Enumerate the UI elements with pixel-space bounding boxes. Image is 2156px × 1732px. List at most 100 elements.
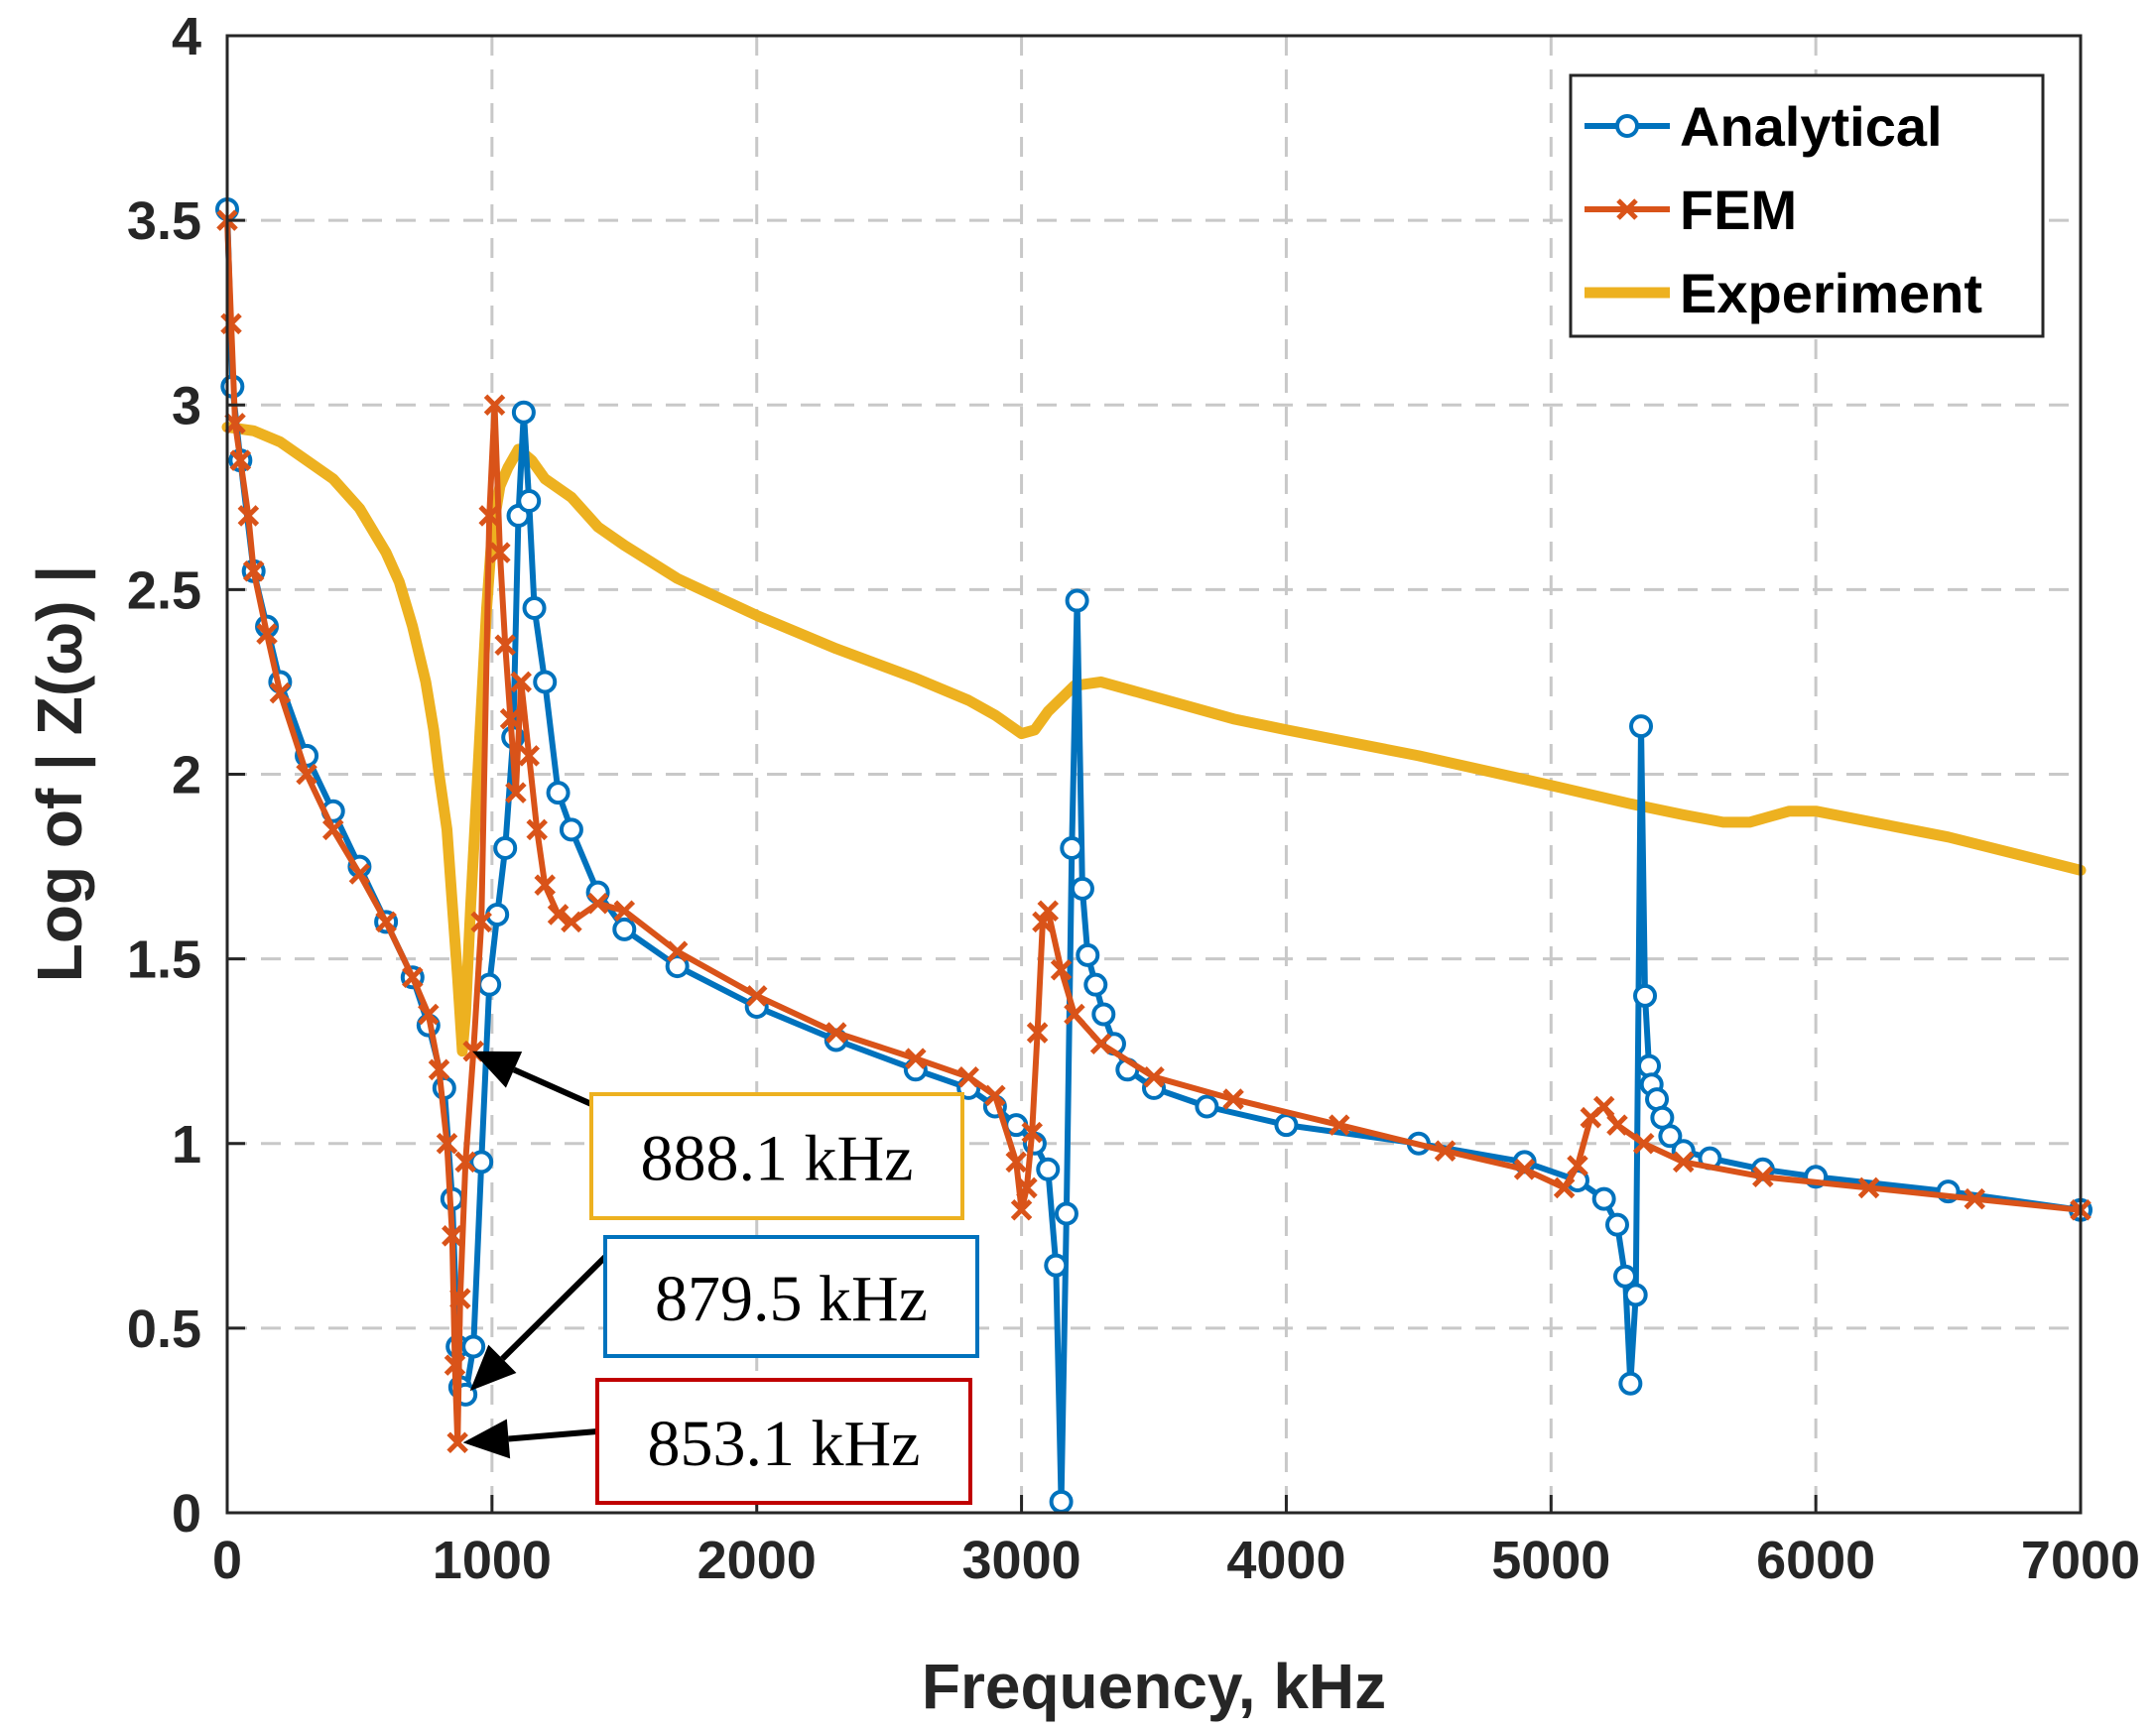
point-analytical-58 xyxy=(1591,1186,1616,1211)
point-analytical-47 xyxy=(1076,942,1100,967)
point-fem-22 xyxy=(470,911,492,933)
point-fem-28 xyxy=(505,782,527,804)
legend-marker-analytical xyxy=(1615,114,1639,138)
point-fem-20 xyxy=(454,1151,476,1174)
point-analytical-43 xyxy=(1054,1201,1078,1226)
legend-label-experiment: Experiment xyxy=(1680,262,1982,324)
point-fem-36 xyxy=(613,900,636,922)
point-analytical-40 xyxy=(1036,1157,1061,1181)
point-analytical-31 xyxy=(612,917,637,941)
point-analytical-44 xyxy=(1060,835,1084,860)
point-analytical-69 xyxy=(1658,1124,1683,1149)
x-tick-label-2: 2000 xyxy=(698,1531,817,1590)
point-fem-37 xyxy=(666,940,689,962)
point-analytical-24 xyxy=(511,400,536,425)
point-fem-46 xyxy=(1021,1121,1044,1144)
point-fem-53 xyxy=(1143,1065,1165,1088)
point-fem-26 xyxy=(494,634,516,656)
x-tick-label-4: 4000 xyxy=(1226,1531,1345,1590)
point-fem-57 xyxy=(1513,1159,1536,1180)
annotation-arrow-shaft-0 xyxy=(512,1066,593,1107)
annotation-arrow-head-1 xyxy=(469,1344,517,1392)
point-fem-45 xyxy=(1016,1176,1038,1199)
point-analytical-25 xyxy=(517,489,542,514)
y-tick-label-2: 1 xyxy=(172,1115,201,1175)
point-analytical-27 xyxy=(533,670,558,694)
point-fem-31 xyxy=(526,818,548,841)
x-tick-label-0: 0 xyxy=(212,1531,242,1590)
point-analytical-49 xyxy=(1091,1002,1116,1027)
annotation-label-1: 879.5 kHz xyxy=(655,1263,928,1335)
point-analytical-32 xyxy=(665,954,690,979)
point-fem-5 xyxy=(242,559,265,582)
tick-labels: 0 1000 2000 3000 4000 5000 6000 7000 0 0.5 1 1.5 2 2.… xyxy=(127,7,2140,1590)
point-fem-12 xyxy=(402,966,424,989)
point-fem-7 xyxy=(269,681,292,704)
point-fem-39 xyxy=(825,1022,847,1044)
point-analytical-61 xyxy=(1618,1371,1643,1396)
point-analytical-45 xyxy=(1065,588,1089,613)
series-experiment xyxy=(221,422,2087,1057)
x-tick-label-3: 3000 xyxy=(962,1531,1081,1590)
y-tick-label-8: 4 xyxy=(172,7,201,66)
point-fem-2 xyxy=(224,413,246,434)
point-fem-6 xyxy=(256,623,278,645)
point-fem-50 xyxy=(1050,959,1073,981)
point-fem-3 xyxy=(229,449,252,471)
point-fem-47 xyxy=(1026,1022,1049,1044)
point-fem-35 xyxy=(586,893,609,915)
point-analytical-42 xyxy=(1049,1489,1074,1514)
point-fem-42 xyxy=(984,1084,1006,1107)
point-analytical-54 xyxy=(1274,1113,1299,1138)
x-tick-label-1: 1000 xyxy=(433,1531,552,1590)
point-fem-52 xyxy=(1089,1033,1112,1055)
point-fem-29 xyxy=(510,671,532,693)
point-analytical-53 xyxy=(1195,1094,1219,1119)
point-fem-55 xyxy=(1329,1114,1350,1136)
y-tick-label-7: 3.5 xyxy=(127,191,201,251)
legend: Analytical FEM Experiment xyxy=(1569,73,2045,338)
annotation-arrow-head-0 xyxy=(471,1051,523,1088)
point-fem-44 xyxy=(1010,1198,1033,1221)
point-fem-48 xyxy=(1032,911,1054,933)
point-fem-61 xyxy=(1592,1095,1615,1118)
x-tick-label-6: 6000 xyxy=(1756,1531,1875,1590)
point-fem-23 xyxy=(478,505,500,527)
point-fem-54 xyxy=(1222,1088,1244,1110)
point-fem-25 xyxy=(489,542,511,563)
annotation-box-2 xyxy=(595,1378,972,1505)
legend-label-fem: FEM xyxy=(1680,179,1797,241)
point-analytical-26 xyxy=(522,595,547,620)
point-fem-40 xyxy=(905,1048,927,1069)
point-analytical-62 xyxy=(1623,1283,1648,1307)
point-fem-30 xyxy=(518,745,540,767)
point-fem-33 xyxy=(547,904,570,926)
annotation-1: 879.5 kHz xyxy=(469,1235,979,1392)
point-analytical-28 xyxy=(546,781,571,805)
point-analytical-48 xyxy=(1083,972,1108,997)
annotation-label-0: 888.1 kHz xyxy=(641,1123,914,1195)
point-fem-43 xyxy=(1005,1151,1027,1174)
point-fem-17 xyxy=(444,1354,466,1376)
point-analytical-17 xyxy=(461,1334,486,1359)
annotation-0: 888.1 kHz xyxy=(471,1051,964,1220)
point-analytical-29 xyxy=(559,817,583,842)
series-line-experiment xyxy=(221,422,2087,1057)
point-fem-34 xyxy=(561,911,582,933)
point-fem-66 xyxy=(1857,1176,1880,1199)
annotation-box-0 xyxy=(589,1092,964,1220)
point-fem-49 xyxy=(1037,900,1060,922)
point-fem-67 xyxy=(1964,1187,1986,1210)
series-layer xyxy=(215,196,2093,1514)
point-analytical-46 xyxy=(1070,876,1094,901)
point-fem-13 xyxy=(418,1003,440,1026)
point-fem-10 xyxy=(348,863,371,885)
y-tick-label-0: 0 xyxy=(172,1484,201,1544)
point-fem-63 xyxy=(1632,1132,1655,1155)
point-fem-14 xyxy=(428,1058,450,1081)
point-fem-1 xyxy=(220,312,242,335)
legend-item-analytical: Analytical xyxy=(1585,95,1943,158)
point-fem-11 xyxy=(375,911,397,933)
point-fem-32 xyxy=(534,874,556,896)
